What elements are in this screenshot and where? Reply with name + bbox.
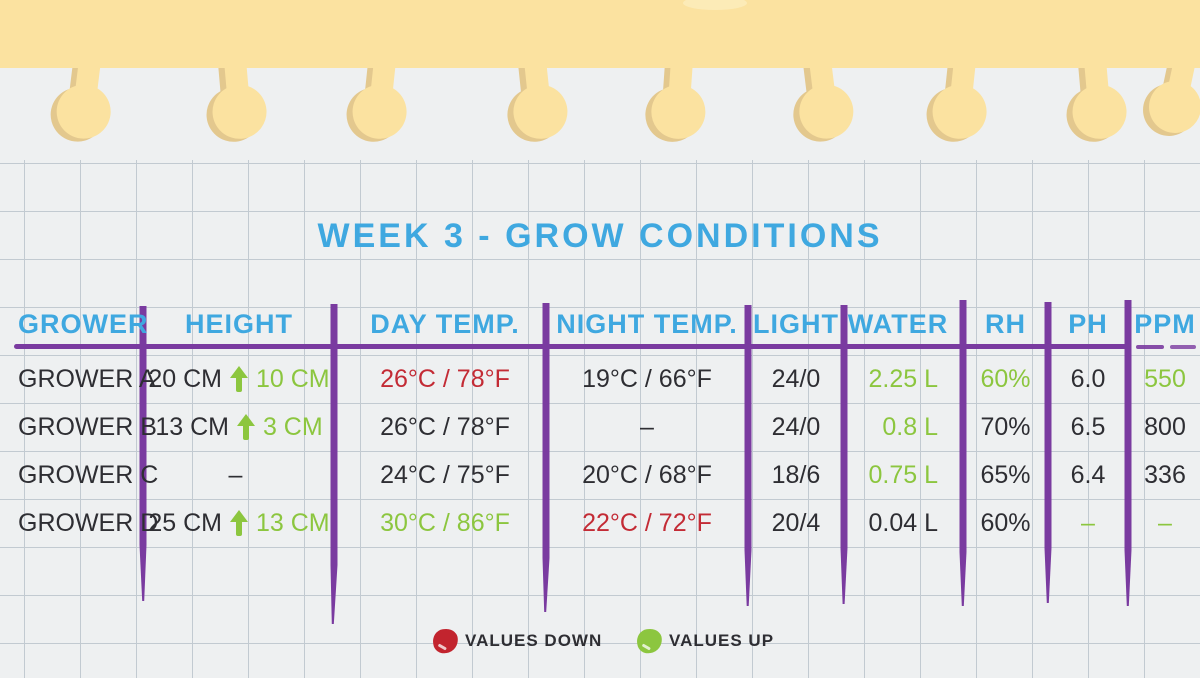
- cell-ppm: 550: [1144, 365, 1186, 393]
- cell-night-temp: –: [640, 413, 654, 441]
- cell-height: 25 CM 13 CM: [145, 499, 333, 547]
- column-divider: [542, 303, 550, 612]
- column-header-rh: RH: [985, 309, 1026, 339]
- row-label: GROWER A: [18, 365, 156, 393]
- column-divider: [1124, 300, 1132, 606]
- cell-night-temp: 20°C / 68°F: [582, 461, 712, 489]
- column-divider: [330, 304, 338, 624]
- table-row: GROWER C – 24°C / 75°F 20°C / 68°F 18/6 …: [0, 451, 1200, 499]
- column-header-water: WATER: [847, 309, 949, 339]
- cell-ppm: 336: [1144, 461, 1186, 489]
- column-header-day-temp: DAY TEMP.: [370, 309, 520, 339]
- arrow-up-icon: [236, 413, 255, 441]
- cell-night-temp: 22°C / 72°F: [582, 509, 712, 537]
- column-header-light: LIGHT: [753, 309, 839, 339]
- table-row: GROWER A 20 CM 10 CM 26°C / 78°F 19°C / 6…: [0, 355, 1200, 403]
- height-gain: 13 CM: [256, 509, 330, 537]
- cell-ppm: –: [1158, 509, 1172, 537]
- column-header-ppm: PPM: [1134, 309, 1196, 339]
- legend-values-down: VALUES DOWN: [431, 626, 603, 656]
- cell-day-temp: 30°C / 86°F: [380, 509, 510, 537]
- cell-height: 13 CM 3 CM: [145, 403, 333, 451]
- cell-ppm: 800: [1144, 413, 1186, 441]
- cell-day-temp: 26°C / 78°F: [380, 365, 510, 393]
- column-divider: [1044, 302, 1052, 603]
- cell-ph: 6.0: [1070, 365, 1106, 393]
- column-divider: [959, 300, 967, 606]
- cell-day-temp: 26°C / 78°F: [380, 413, 510, 441]
- page-title: WEEK 3 - GROW CONDITIONS: [317, 217, 883, 255]
- cell-height: –: [228, 461, 243, 489]
- legend-label: VALUES UP: [669, 631, 775, 650]
- column-header-night-temp: NIGHT TEMP.: [556, 309, 738, 339]
- cell-height: 20 CM 10 CM: [145, 355, 333, 403]
- cell-night-temp: 19°C / 66°F: [582, 365, 712, 393]
- legend-values-up: VALUES UP: [635, 626, 775, 656]
- cell-ph: –: [1081, 509, 1095, 537]
- cell-water: 2.25 L: [868, 365, 938, 393]
- cell-light: 18/6: [771, 461, 821, 489]
- column-header-ph: PH: [1068, 309, 1108, 339]
- row-label: GROWER D: [18, 509, 159, 537]
- column-divider: [744, 305, 752, 606]
- legend-label: VALUES DOWN: [465, 631, 603, 650]
- cell-water: 0.75 L: [868, 461, 938, 489]
- grid-paper-background: [0, 160, 1200, 678]
- cell-ph: 6.4: [1070, 461, 1106, 489]
- row-label: GROWER C: [18, 461, 159, 489]
- values-up-icon: [635, 627, 664, 655]
- row-label: GROWER B: [18, 413, 157, 441]
- values-down-icon: [431, 627, 460, 655]
- table-row: GROWER B 13 CM 3 CM 26°C / 78°F – 24/0 0.…: [0, 403, 1200, 451]
- column-divider: [840, 305, 848, 604]
- column-divider: [139, 306, 147, 601]
- header-underline: [14, 344, 1130, 349]
- arrow-up-icon: [230, 509, 248, 537]
- cell-light: 24/0: [771, 365, 821, 393]
- cell-day-temp: 24°C / 75°F: [380, 461, 510, 489]
- arrow-up-icon: [230, 365, 248, 393]
- height-gain: 10 CM: [256, 365, 330, 393]
- cell-rh: 65%: [980, 461, 1031, 489]
- cell-rh: 60%: [980, 365, 1031, 393]
- cell-light: 24/0: [771, 413, 821, 441]
- column-header-grower: GROWER: [18, 309, 149, 339]
- torn-paper-edge: [0, 0, 1200, 142]
- cell-water: 0.8 L: [882, 413, 938, 441]
- cell-ph: 6.5: [1070, 413, 1106, 441]
- cell-light: 20/4: [771, 509, 821, 537]
- cell-water: 0.04 L: [868, 509, 938, 537]
- cell-rh: 70%: [980, 413, 1031, 441]
- height-gain: 3 CM: [262, 413, 323, 441]
- table-row: GROWER D 25 CM 13 CM 30°C / 86°F 22°C / 7…: [0, 499, 1200, 547]
- cell-rh: 60%: [980, 509, 1031, 537]
- column-header-height: HEIGHT: [184, 309, 293, 339]
